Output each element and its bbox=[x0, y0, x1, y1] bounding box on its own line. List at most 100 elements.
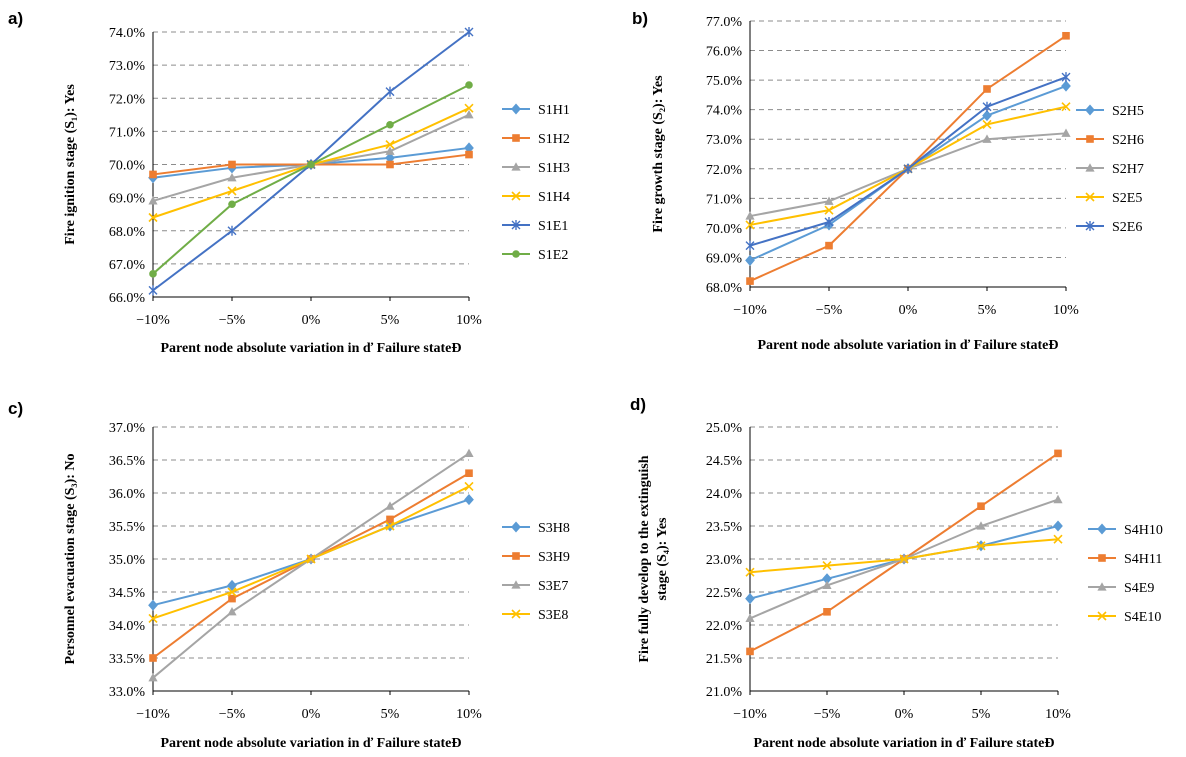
data-point bbox=[149, 654, 157, 662]
data-point bbox=[385, 521, 395, 531]
legend-item: S2E5 bbox=[1076, 191, 1142, 206]
legend-item: S1H4 bbox=[502, 190, 570, 205]
legend-marker bbox=[512, 552, 520, 560]
y-tick-label: 34.5% bbox=[109, 586, 146, 601]
data-point bbox=[983, 85, 991, 93]
series-line bbox=[749, 34, 1067, 283]
data-point bbox=[385, 86, 395, 97]
data-point bbox=[745, 211, 755, 220]
legend: S2H5 S2H6 S2H7 S2E5 S2E6 bbox=[1076, 104, 1144, 235]
series-S3H8 bbox=[148, 494, 474, 611]
series-line bbox=[152, 472, 470, 659]
data-point bbox=[227, 172, 237, 182]
series-S2E6 bbox=[745, 72, 1071, 251]
legend-label: S4E9 bbox=[1124, 581, 1154, 596]
data-point bbox=[1061, 80, 1071, 92]
y-tick-label: 67.0% bbox=[109, 258, 146, 273]
panel-label: d) bbox=[630, 395, 646, 414]
y-tick-label: 69.0% bbox=[706, 251, 743, 266]
legend-label: S3H8 bbox=[538, 521, 570, 536]
data-point bbox=[977, 502, 985, 510]
data-point bbox=[227, 186, 237, 196]
data-point bbox=[228, 200, 236, 209]
x-tick-label: −5% bbox=[814, 707, 841, 722]
series-S2H6 bbox=[746, 31, 1070, 285]
legend-label: S1E1 bbox=[538, 219, 568, 234]
data-point bbox=[1053, 520, 1063, 532]
x-tick-label: 0% bbox=[302, 313, 321, 328]
legend-item: S3E7 bbox=[502, 579, 568, 594]
data-point bbox=[824, 196, 834, 205]
chart-panel-2: c) 33.0% 33.5% 34.0% 34.5% 35.0% 35.5% 36.0% 36.… bbox=[8, 399, 570, 751]
x-tick-label: 0% bbox=[899, 303, 918, 318]
data-point bbox=[745, 613, 755, 622]
y-tick-label: 75.0% bbox=[706, 74, 743, 89]
legend-label: S3H9 bbox=[538, 550, 570, 565]
legend-item: S3H8 bbox=[502, 521, 570, 536]
data-point bbox=[464, 494, 474, 506]
x-tick-label: 10% bbox=[1045, 707, 1071, 722]
x-tick-label: 0% bbox=[895, 707, 914, 722]
legend-item: S2H6 bbox=[1076, 133, 1144, 148]
legend-item: S2H7 bbox=[1076, 162, 1144, 177]
data-point bbox=[227, 607, 237, 616]
data-point bbox=[1062, 31, 1070, 40]
data-point bbox=[227, 225, 237, 236]
y-tick-label: 24.0% bbox=[706, 487, 743, 502]
data-point bbox=[982, 119, 992, 130]
panel-label: c) bbox=[8, 399, 23, 418]
x-tick-label: 5% bbox=[381, 313, 400, 328]
data-point bbox=[307, 160, 315, 169]
data-point bbox=[148, 212, 158, 223]
data-point bbox=[903, 163, 913, 174]
y-tick-label: 36.5% bbox=[109, 454, 146, 469]
legend-marker bbox=[1085, 104, 1095, 116]
x-tick-label: −10% bbox=[733, 303, 767, 318]
series-line bbox=[749, 132, 1067, 218]
data-point bbox=[824, 205, 834, 215]
x-tick-label: 5% bbox=[978, 303, 997, 318]
data-point bbox=[385, 501, 395, 510]
legend-item: S3H9 bbox=[502, 550, 570, 565]
data-point bbox=[228, 594, 236, 603]
legend-marker bbox=[1085, 221, 1095, 231]
data-point bbox=[1053, 534, 1063, 544]
chart-panel-3: d) 21.0% 21.5% 22.0% 22.5% 23.0% 23.5% 24.0% 24.… bbox=[630, 395, 1163, 751]
legend-label: S2E6 bbox=[1112, 220, 1142, 235]
series-line bbox=[152, 452, 470, 679]
data-point bbox=[148, 285, 158, 296]
x-tick-label: −10% bbox=[733, 707, 767, 722]
x-tick-label: −5% bbox=[219, 313, 246, 328]
chart-panel-0: a) 66.0% 67.0% 68.0% 69.0% 70.0% 71.0% 72.0% 73.… bbox=[8, 9, 570, 356]
legend-label: S2E5 bbox=[1112, 191, 1142, 206]
legend-item: S4E10 bbox=[1088, 610, 1161, 625]
legend-label: S1H1 bbox=[538, 103, 570, 118]
x-tick-label: 10% bbox=[456, 313, 482, 328]
x-tick-label: −10% bbox=[136, 707, 170, 722]
data-point bbox=[1061, 128, 1071, 137]
legend-label: S2H6 bbox=[1112, 133, 1144, 148]
data-point bbox=[899, 554, 909, 564]
legend-marker bbox=[1085, 163, 1095, 172]
data-point bbox=[385, 140, 395, 150]
legend: S1H1 S1H2 S1H3 S1H4 S1E1 S1E2 bbox=[502, 103, 570, 263]
data-point bbox=[385, 146, 395, 155]
data-point bbox=[1061, 72, 1071, 83]
legend-item: S2E6 bbox=[1076, 220, 1142, 235]
y-tick-label: 34.0% bbox=[109, 619, 146, 634]
y-tick-label: 68.0% bbox=[706, 281, 743, 296]
data-point bbox=[1053, 494, 1063, 504]
data-point bbox=[746, 647, 754, 656]
data-point bbox=[823, 608, 831, 616]
data-point bbox=[1054, 449, 1062, 458]
x-tick-label: 5% bbox=[972, 707, 991, 722]
series-S1H3 bbox=[148, 110, 474, 205]
legend-label: S1H2 bbox=[538, 132, 570, 147]
y-tick-label: 74.0% bbox=[706, 104, 743, 119]
x-axis-label: Parent node absolute variation in ď Fail… bbox=[160, 736, 461, 751]
data-point bbox=[982, 134, 992, 143]
series-line bbox=[152, 498, 470, 607]
legend-item: S1E1 bbox=[502, 219, 568, 234]
data-point bbox=[464, 110, 474, 119]
y-tick-label: 66.0% bbox=[109, 291, 146, 306]
